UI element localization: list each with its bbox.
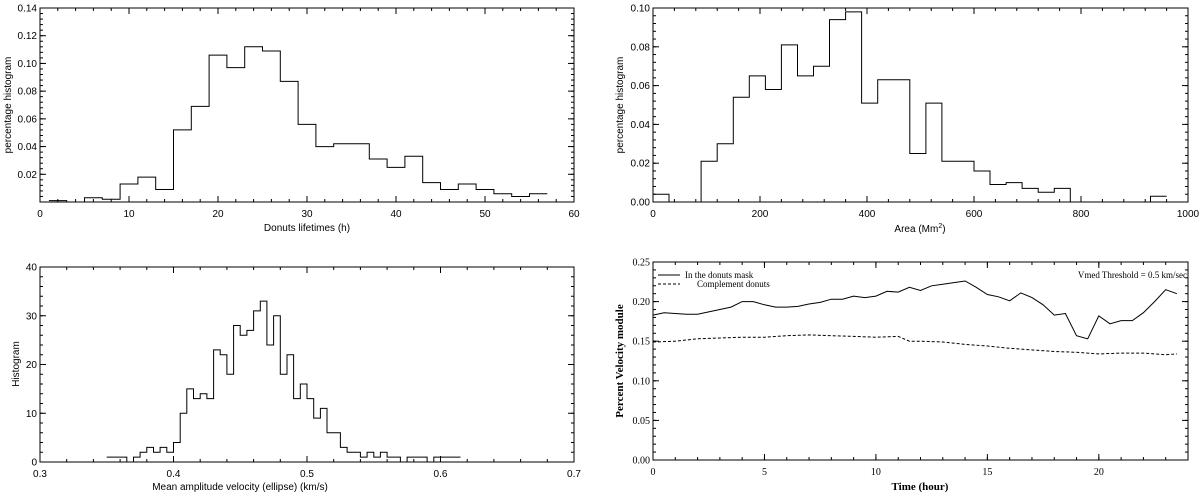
x-tick-label: 50 bbox=[479, 209, 491, 220]
x-tick-label: 0 bbox=[650, 209, 656, 220]
x-axis-label: Mean amplitude velocity (ellipse) (km/s) bbox=[152, 482, 328, 493]
y-tick-label: 0.25 bbox=[633, 258, 651, 269]
x-tick-label: 10 bbox=[871, 467, 881, 478]
y-tick-label: 0.06 bbox=[18, 114, 38, 125]
series-line-in-donuts-mask bbox=[652, 280, 1178, 340]
y-tick-label: 0.15 bbox=[633, 337, 651, 348]
y-axis-label: Percent Velocity module bbox=[614, 304, 626, 418]
x-tick-label: 200 bbox=[752, 209, 769, 220]
chart-panel-velocity: 0.3 0.4 0.5 0.6 0.7 0 10 20 30 40 Mean amplitude… bbox=[11, 263, 581, 493]
series-line-complement-donuts bbox=[652, 334, 1177, 356]
y-axis-label: percentage histogram bbox=[3, 57, 14, 154]
x-tick-label: 1000 bbox=[1177, 209, 1200, 220]
x-tick-label: 30 bbox=[301, 209, 313, 220]
y-tick-label: 0.05 bbox=[633, 416, 651, 427]
y-tick-label: 0.00 bbox=[631, 198, 651, 209]
plot-frame bbox=[39, 266, 575, 463]
x-tick-label: 0.3 bbox=[33, 469, 47, 480]
x-tick-label: 20 bbox=[1094, 467, 1104, 478]
histogram-line bbox=[106, 300, 461, 463]
y-tick-label: 0.14 bbox=[18, 4, 38, 15]
chart-panel-velocity-module: 0 5 10 15 20 0.00 0.05 0.10 0.15 0.20 0.25 In the… bbox=[614, 258, 1189, 493]
y-tick-label: 10 bbox=[26, 409, 38, 420]
x-tick-label: 600 bbox=[966, 209, 983, 220]
chart-panel-lifetimes: 0 10 20 30 40 50 60 0.02 0.04 0.06 0.08 0.10 0.12 0.… bbox=[3, 4, 580, 235]
y-tick-label: 0.02 bbox=[631, 159, 651, 170]
threshold-annotation: Vmed Threshold = 0.5 km/sec bbox=[1078, 270, 1187, 280]
y-tick-label: 30 bbox=[26, 311, 38, 322]
x-axis-label: Area (Mm2) bbox=[894, 223, 945, 235]
y-tick-label: 0.04 bbox=[18, 142, 38, 153]
y-axis-label: percentage histogram bbox=[615, 57, 626, 154]
x-tick-label: 5 bbox=[762, 467, 767, 478]
y-tick-label: 0.02 bbox=[18, 170, 38, 181]
y-tick-label: 0.00 bbox=[633, 456, 651, 467]
y-tick-label: 0.06 bbox=[631, 81, 651, 92]
y-tick-label: 0.10 bbox=[18, 59, 38, 70]
x-tick-label: 800 bbox=[1073, 209, 1090, 220]
x-tick-label: 400 bbox=[859, 209, 876, 220]
y-axis-label: Histogram bbox=[11, 341, 22, 387]
x-tick-label: 0.6 bbox=[434, 469, 448, 480]
chart-panel-area: 0 200 400 600 800 1000 0.00 0.02 0.04 0.06 0.08 0.… bbox=[615, 4, 1200, 236]
x-axis-label: Time (hour) bbox=[892, 481, 949, 493]
y-tick-label: 0.10 bbox=[631, 4, 651, 15]
x-tick-label: 40 bbox=[390, 209, 402, 220]
y-tick-label: 0 bbox=[31, 458, 37, 469]
legend-label: Complement donuts bbox=[697, 279, 770, 289]
y-tick-label: 0.04 bbox=[631, 120, 651, 131]
x-tick-label: 60 bbox=[568, 209, 580, 220]
plot-frame bbox=[652, 7, 1189, 203]
x-tick-label: 0.4 bbox=[167, 469, 181, 480]
plot-frame bbox=[39, 7, 575, 203]
y-tick-label: 0.08 bbox=[18, 87, 38, 98]
y-tick-label: 20 bbox=[26, 360, 38, 371]
x-tick-label: 0 bbox=[651, 467, 656, 478]
y-tick-label: 40 bbox=[26, 263, 38, 274]
x-tick-label: 10 bbox=[123, 209, 135, 220]
x-tick-label: 15 bbox=[982, 467, 992, 478]
x-tick-label: 0 bbox=[37, 209, 43, 220]
legend-label: In the donuts mask bbox=[685, 270, 754, 280]
plot-frame bbox=[652, 261, 1189, 461]
x-tick-label: 0.7 bbox=[567, 469, 581, 480]
histogram-line bbox=[48, 46, 548, 203]
x-axis-label: Donuts lifetimes (h) bbox=[264, 223, 350, 234]
legend: In the donuts mask Complement donuts bbox=[658, 270, 770, 289]
y-tick-label: 0.20 bbox=[633, 297, 651, 308]
y-tick-label: 0.10 bbox=[633, 376, 651, 387]
y-tick-label: 0.12 bbox=[18, 31, 38, 42]
x-tick-label: 20 bbox=[212, 209, 224, 220]
y-tick-label: 0.08 bbox=[631, 42, 651, 53]
histogram-line bbox=[653, 11, 1167, 203]
x-tick-label: 0.5 bbox=[300, 469, 314, 480]
